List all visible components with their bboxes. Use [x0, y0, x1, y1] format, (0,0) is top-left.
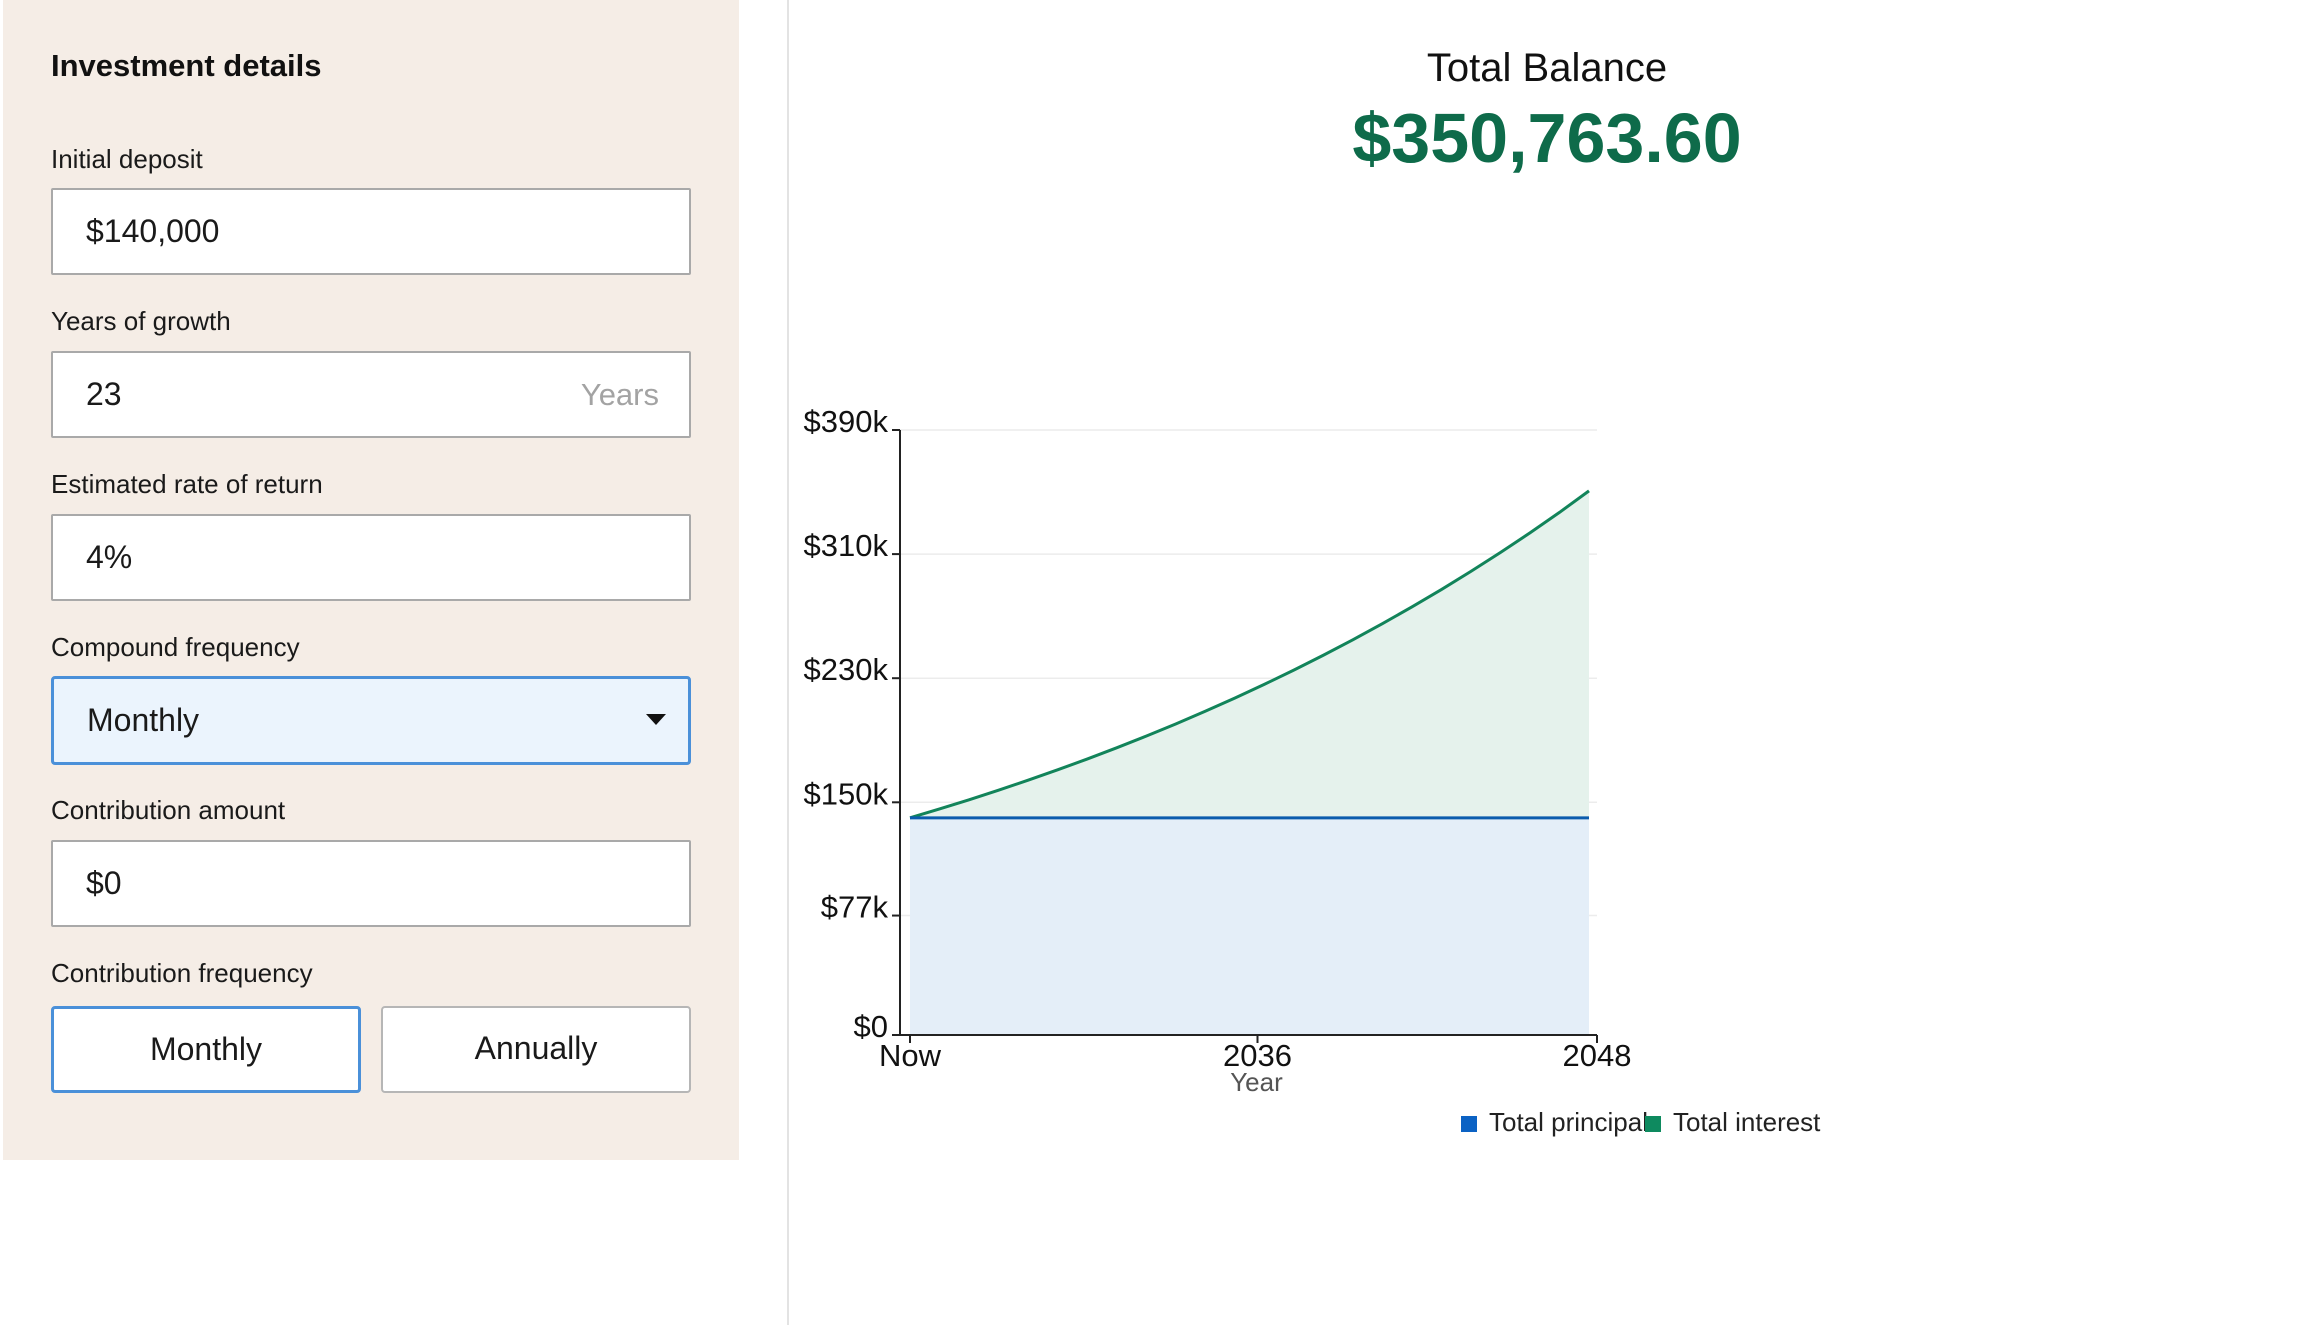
contribution-amount-value: $0	[86, 865, 122, 901]
initial-deposit-label: Initial deposit	[51, 144, 203, 174]
years-of-growth-value: 23	[86, 376, 122, 412]
investment-details-panel: Investment details Initial deposit $140,…	[3, 0, 739, 1160]
y-tick-label: $390k	[804, 404, 889, 439]
years-of-growth-input[interactable]: 23 Years	[51, 351, 691, 438]
x-tick-label: 2036	[1223, 1038, 1292, 1073]
rate-of-return-label: Estimated rate of return	[51, 469, 323, 499]
panel-divider	[787, 0, 789, 1325]
panel-title: Investment details	[51, 48, 322, 83]
chevron-down-icon	[646, 714, 666, 725]
years-suffix: Years	[580, 377, 659, 412]
initial-deposit-value: $140,000	[86, 213, 220, 249]
compound-frequency-value: Monthly	[87, 702, 200, 738]
balance-chart: $0 $77k $150k $230k $310k $390k Now 2036 2048 Y…	[804, 404, 1822, 1137]
legend-interest-label: Total interest	[1673, 1107, 1821, 1137]
rate-of-return-input[interactable]: 4%	[51, 514, 691, 601]
interest-area	[910, 490, 1589, 818]
legend-interest-swatch	[1645, 1116, 1661, 1132]
rate-of-return-value: 4%	[86, 539, 133, 575]
x-axis-ticks: Now 2036 2048	[879, 1035, 1631, 1073]
y-axis-ticks: $0 $77k $150k $230k $310k $390k	[804, 404, 900, 1044]
contribution-frequency-monthly-button[interactable]: Monthly	[51, 1006, 361, 1093]
y-tick-label: $150k	[804, 776, 889, 811]
compound-frequency-select[interactable]: Monthly	[51, 676, 691, 765]
x-tick-label: Now	[879, 1038, 942, 1073]
x-tick-label: 2048	[1563, 1038, 1632, 1073]
compound-frequency-label: Compound frequency	[51, 632, 300, 662]
y-tick-label: $310k	[804, 528, 889, 563]
years-of-growth-label: Years of growth	[51, 306, 231, 336]
y-tick-label: $77k	[821, 890, 889, 925]
initial-deposit-input[interactable]: $140,000	[51, 188, 691, 275]
y-tick-label: $0	[854, 1009, 888, 1044]
legend-principal-label: Total principal	[1489, 1107, 1648, 1137]
contribution-frequency-label: Contribution frequency	[51, 958, 313, 988]
contribution-amount-input[interactable]: $0	[51, 840, 691, 927]
interest-line	[909, 489, 1590, 820]
contribution-frequency-annually-button[interactable]: Annually	[381, 1006, 691, 1093]
total-balance-label: Total Balance	[1426, 46, 1668, 90]
chart-axes	[899, 430, 1597, 1036]
x-axis-title: Year	[1230, 1067, 1283, 1097]
y-tick-label: $230k	[804, 652, 889, 687]
legend-principal-swatch	[1461, 1116, 1477, 1132]
principal-area	[910, 817, 1589, 1035]
contribution-amount-label: Contribution amount	[51, 795, 286, 825]
total-balance-value: $350,763.60	[1352, 99, 1742, 177]
chart-legend: Total principal Total interest	[1461, 1107, 1821, 1137]
